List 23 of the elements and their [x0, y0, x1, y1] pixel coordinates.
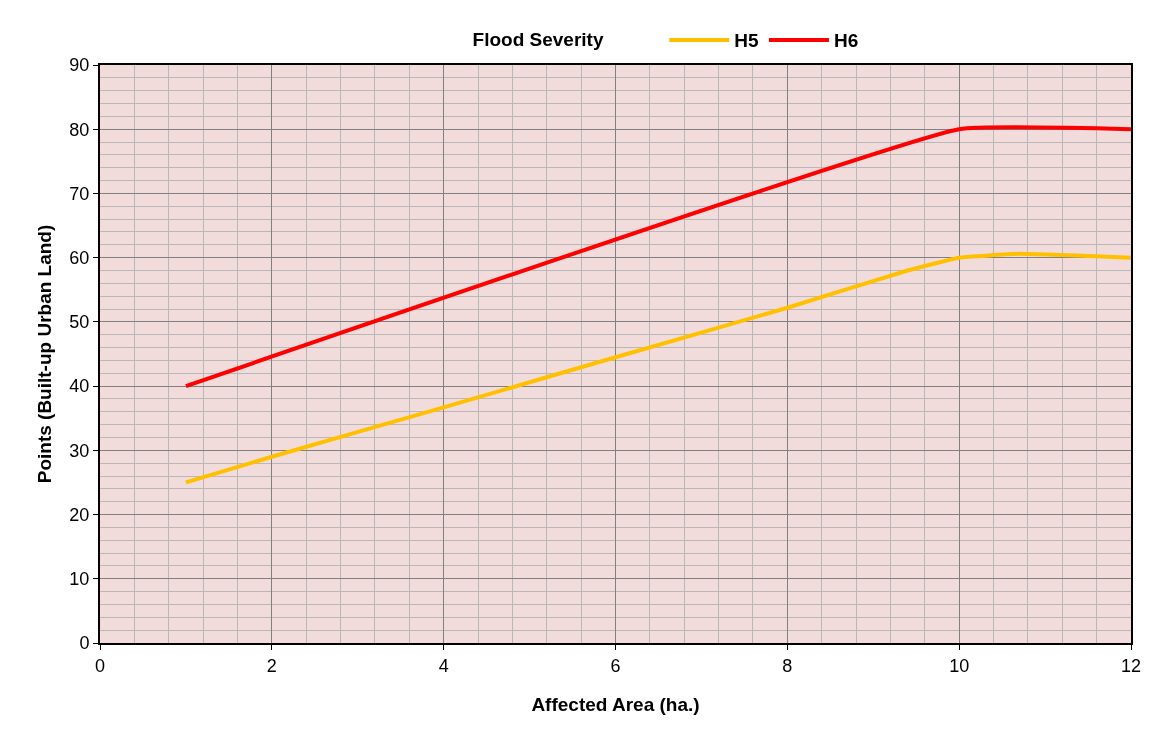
y-tick-label: 70 [69, 183, 90, 204]
y-axis-title: Points (Built-up Urban Land) [34, 224, 55, 484]
x-tick-label: 10 [949, 655, 970, 676]
line-series [183, 251, 1131, 485]
x-tick-label: 6 [610, 655, 621, 676]
x-tick-label: 0 [94, 655, 106, 676]
legend-title: Flood Severity [472, 28, 657, 50]
y-tick-label: 80 [69, 119, 90, 140]
y-tick-label: 60 [69, 247, 90, 268]
x-tick-label: 8 [782, 655, 793, 676]
legend-label: H5 [734, 30, 759, 52]
x-tick-label: 4 [438, 655, 449, 676]
x-tick-label: 12 [1120, 655, 1142, 676]
y-tick-label: 30 [69, 440, 90, 461]
x-tick-label: 2 [266, 655, 277, 676]
y-tick-label: 10 [69, 569, 90, 590]
y-tick-label: 50 [69, 312, 90, 333]
x-axis-title: Affected Area (ha.) [531, 694, 700, 715]
y-tick-label: 0 [79, 633, 90, 654]
y-tick-label: 90 [69, 55, 90, 76]
y-tick-label: 40 [69, 376, 90, 397]
y-tick-label: 20 [69, 504, 90, 525]
legend-label: H6 [833, 30, 859, 52]
